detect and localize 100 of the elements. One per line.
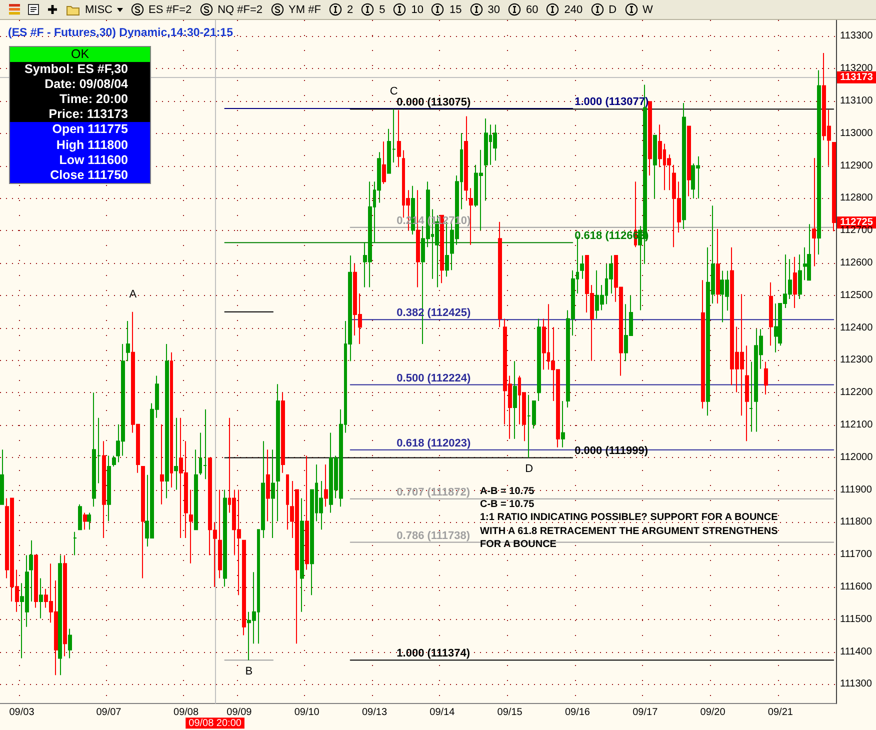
y-tick-label: 112800 xyxy=(840,192,874,204)
candlestick xyxy=(774,302,778,353)
candlestick xyxy=(223,489,227,588)
candlestick xyxy=(764,361,768,396)
annotation: C xyxy=(390,86,398,98)
candlestick xyxy=(194,449,198,530)
series-label: 1.000 (111374) xyxy=(396,648,470,660)
y-tick-label: 113100 xyxy=(840,95,874,106)
y-tick-label: 112700 xyxy=(840,225,874,236)
text: (ES #F - Futures,30) Dynamic,14:30-21:15 xyxy=(8,27,234,39)
candlestick xyxy=(493,124,497,162)
y-tick-label: 112000 xyxy=(840,452,874,463)
x-tick-label: 09/14 xyxy=(430,707,456,718)
candlestick xyxy=(701,280,705,409)
x-tick-label: 09/03 xyxy=(9,707,35,718)
candlestick xyxy=(218,489,222,579)
candlestick xyxy=(271,449,275,539)
y-tick-label: 111700 xyxy=(840,549,872,560)
candlestick xyxy=(537,318,541,402)
y-tick-label: 112400 xyxy=(840,322,874,334)
x-tick-label: 09/08 xyxy=(174,707,199,718)
candlestick xyxy=(807,224,811,281)
info-panel: OK Symbol: ES #F,30 Date: 09/08/04 Time: 20:00 Price: 113173 Open 111775 High 111800 Low 111600 Close 111750 xyxy=(9,46,151,184)
candlestick xyxy=(165,343,169,499)
candlestick xyxy=(208,458,212,556)
x-tick-label: 09/20 xyxy=(700,707,726,718)
candlestick xyxy=(83,512,87,530)
candlestick xyxy=(812,158,816,267)
series-label: 0.707 (111872) xyxy=(396,486,470,498)
y-tick-label: 112500 xyxy=(840,290,874,301)
annotation: D xyxy=(525,463,534,476)
candlestick xyxy=(498,221,502,328)
candlestick xyxy=(63,554,67,657)
candlestick xyxy=(160,424,164,505)
candlestick xyxy=(648,101,652,176)
candlestick xyxy=(513,360,517,440)
candlestick xyxy=(687,126,691,197)
candlestick xyxy=(382,140,386,184)
x-tick-label: 09/17 xyxy=(632,707,658,718)
series-label: 0.000 (113075) xyxy=(396,96,472,109)
x-tick-label: 09/16 xyxy=(564,707,590,718)
candlestick xyxy=(745,345,749,442)
annotation: A-B = 10.75 C-B = 10.75 1:1 RATIO INDICATING POSSIBLE? SUPPORT FOR A BOUNCE WITH A 61.8 RETRACEMENT THE ARGUMENT STRENGTHENS FOR A BOUNCE xyxy=(480,485,778,552)
x-tick-label: 09/10 xyxy=(294,707,320,718)
candlestick xyxy=(484,118,488,202)
candlestick xyxy=(242,540,246,636)
candlestick xyxy=(87,512,91,530)
x-tick-label: 09/09 xyxy=(226,707,252,718)
candlestick xyxy=(102,440,106,539)
y-tick-label: 112300 xyxy=(840,354,874,366)
candlestick xyxy=(0,449,4,505)
candlestick xyxy=(141,466,145,579)
x-tick-label: 09/08 20:00 xyxy=(188,718,242,730)
y-tick-label: 111500 xyxy=(840,614,872,625)
annotation: A xyxy=(129,288,138,300)
candlestick xyxy=(769,282,773,346)
candlestick xyxy=(266,449,270,522)
candlestick xyxy=(798,254,802,300)
candlestick xyxy=(170,352,173,488)
y-tick-label: 111800 xyxy=(840,516,872,528)
y-tick-label: 111400 xyxy=(840,646,872,658)
text: MISC ES #F=2 NQ #F=2 YM #F 2 5 10 15 30 60 240 D W xyxy=(85,4,653,16)
series-label: 0.618 (112023) xyxy=(396,437,472,450)
candlestick xyxy=(817,70,821,256)
y-tick-label: 113300 xyxy=(840,30,874,42)
candlestick xyxy=(73,531,77,556)
ref-line-label: 113173 xyxy=(840,72,874,83)
series-label: 0.786 (111738) xyxy=(396,530,470,542)
x-tick-label: 09/21 xyxy=(768,707,794,718)
y-tick-label: 112900 xyxy=(840,160,874,172)
y-tick-label: 112200 xyxy=(840,387,874,398)
x-tick-label: 09/15 xyxy=(497,707,523,718)
candlestick xyxy=(469,188,473,246)
candlestick xyxy=(305,455,309,570)
candlestick xyxy=(749,361,753,432)
candlestick xyxy=(716,228,720,304)
y-tick-label: 113000 xyxy=(840,128,874,139)
candlestick xyxy=(189,489,193,564)
y-tick-label: 112100 xyxy=(840,419,874,430)
candlestick xyxy=(203,408,207,480)
candlestick xyxy=(300,498,304,612)
y-tick-label: 111300 xyxy=(840,678,872,690)
candlestick xyxy=(580,255,584,280)
series-label: 0.500 (112224) xyxy=(396,372,472,384)
candlestick xyxy=(58,554,62,676)
candlestick xyxy=(653,134,657,200)
y-tick-label: 113200 xyxy=(840,63,874,74)
candlestick xyxy=(34,554,38,608)
candlestick xyxy=(78,504,82,530)
candlestick xyxy=(793,256,797,309)
annotation: B xyxy=(245,666,253,678)
candlestick xyxy=(276,384,280,522)
candlestick xyxy=(39,578,43,619)
candlestick xyxy=(464,116,468,202)
candlestick xyxy=(112,455,116,467)
y-tick-label: 112600 xyxy=(840,257,874,268)
candlestick xyxy=(397,110,401,168)
x-tick-label: 09/07 xyxy=(96,707,122,718)
y-tick-label: 111600 xyxy=(840,581,872,592)
candlestick xyxy=(68,628,72,659)
